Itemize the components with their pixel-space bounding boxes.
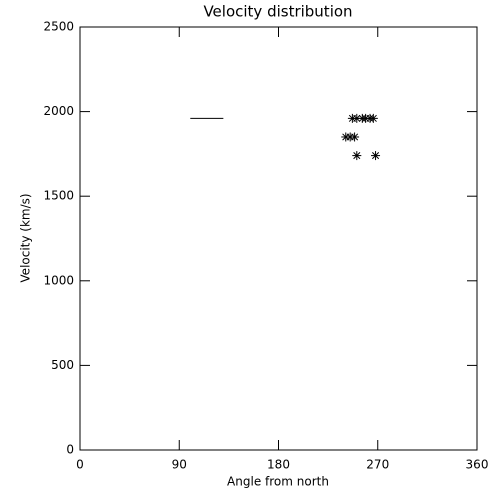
y-tick-label: 1000: [43, 273, 74, 287]
y-tick-label: 0: [66, 443, 74, 457]
y-tick-label: 2500: [43, 20, 74, 34]
x-tick-label: 0: [76, 458, 84, 472]
asterisk-marker: [352, 113, 362, 123]
asterisk-marker: [350, 132, 360, 142]
asterisk-stroke: [351, 133, 359, 141]
y-tick-label: 2000: [43, 104, 74, 118]
asterisk-stroke: [353, 152, 361, 160]
x-tick-label: 360: [466, 458, 489, 472]
asterisk-marker: [368, 113, 378, 123]
x-tick-label: 90: [172, 458, 187, 472]
asterisk-marker: [371, 151, 381, 161]
asterisk-stroke: [353, 114, 361, 122]
asterisk-stroke: [372, 152, 380, 160]
chart-title: Velocity distribution: [203, 3, 352, 21]
asterisk-marker: [352, 151, 362, 161]
y-axis-label: Velocity (km/s): [19, 193, 33, 282]
y-tick-label: 500: [51, 358, 74, 372]
x-tick-label: 180: [267, 458, 290, 472]
y-tick-label: 1500: [43, 189, 74, 203]
x-axis-label: Angle from north: [227, 475, 329, 489]
asterisk-stroke: [369, 114, 377, 122]
x-tick-label: 270: [366, 458, 389, 472]
